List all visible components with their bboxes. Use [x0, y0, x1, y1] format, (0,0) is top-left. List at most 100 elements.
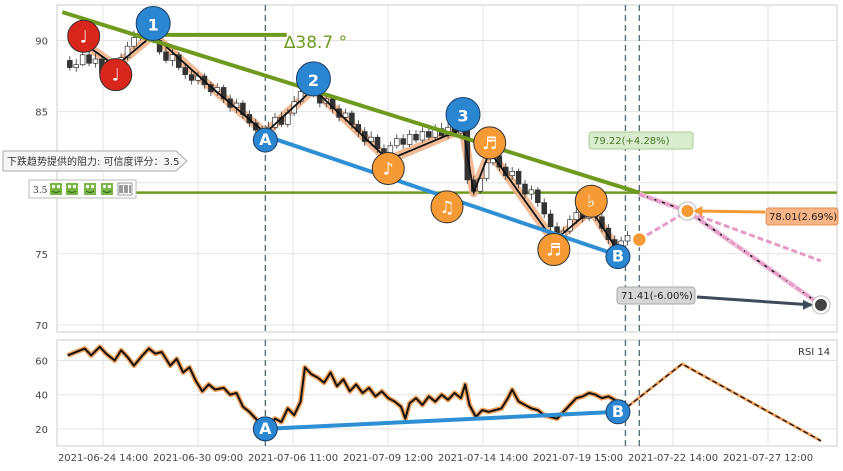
rsi-ab-label: A	[259, 419, 272, 438]
price-tick-label: 90	[35, 37, 48, 48]
frog-emoji-icon[interactable]	[84, 183, 96, 195]
wave-label: 3	[457, 106, 468, 125]
rsi-ab-marker: A	[252, 416, 278, 442]
rsi-ab-marker: B	[605, 399, 631, 425]
candle-body	[188, 74, 195, 81]
annotation-target-mid: 78.01(2.69%)	[765, 207, 839, 226]
annotation-target-high-text: 79.22(+4.28%)	[593, 136, 670, 147]
rsi-forecast	[626, 362, 822, 443]
info-box-text: 下跌趋势提供的阻力: 可信度评分：3.5	[7, 155, 179, 168]
rsi-label: RSI 14	[798, 347, 830, 358]
rsi-tick-label: 60	[35, 357, 48, 368]
frog-emoji-icon[interactable]	[66, 183, 78, 195]
note-circle	[430, 190, 464, 224]
annotation-target-mid-text: 78.01(2.69%)	[769, 212, 837, 223]
note-marker: ♫	[430, 190, 464, 224]
x-tick-label: 2021-07-06 11:00	[248, 453, 338, 464]
vertical-dashed-lines	[264, 5, 641, 332]
resistance-trend-line	[61, 10, 640, 195]
candle-body	[400, 138, 406, 145]
note-marker: ♪	[371, 152, 405, 185]
candle-body	[522, 183, 528, 195]
rsi-ab-circle	[605, 399, 631, 425]
candle-body	[509, 170, 515, 176]
candle-body	[547, 213, 554, 228]
rating-label: 3.5	[33, 186, 48, 196]
rsi-tick-label: 20	[35, 425, 48, 436]
arrow-head	[802, 299, 813, 310]
note-symbol: ♪	[383, 160, 394, 180]
rsi-support-trend-line	[265, 409, 619, 431]
info-box[interactable]: 下跌趋势提供的阻力: 可信度评分：3.5	[2, 150, 188, 172]
candle-body	[67, 60, 73, 68]
candle-body	[406, 134, 413, 145]
note-symbol: ♩	[112, 66, 120, 86]
note-marker: ♩	[99, 58, 133, 92]
candle-body	[624, 234, 631, 242]
rsi-panel	[56, 339, 838, 447]
rsi-ab-label: B	[612, 402, 624, 421]
annotation-target-low-text: 71.41(-6.00%)	[621, 291, 693, 302]
note-circle	[99, 58, 133, 92]
price-tick-label: 75	[35, 250, 48, 261]
price-tick-label: 70	[35, 321, 48, 332]
candle-body	[73, 64, 79, 68]
price-tick-label: 85	[35, 108, 48, 119]
wave-marker: 3	[445, 96, 481, 132]
annotation-target-low: 71.41(-6.00%)	[616, 286, 696, 305]
note-circle	[371, 152, 405, 185]
angle-label: ∆38.7 °	[283, 33, 347, 53]
annotation-target-high: 79.22(+4.28%)	[588, 131, 694, 150]
wave-marker: A	[252, 127, 278, 153]
candle-body	[573, 212, 580, 221]
arrow-target-low	[696, 295, 812, 307]
note-circle	[537, 233, 571, 267]
forecast-paths	[631, 191, 831, 315]
wave-label: 1	[148, 15, 159, 34]
rsi-forecast-glow	[626, 362, 822, 443]
wave-marker: 1	[135, 5, 171, 41]
wave-circle	[605, 244, 631, 270]
rsi-vertical-dashed-lines	[264, 340, 641, 446]
forecast-start-marker	[631, 231, 648, 248]
wave-circle	[295, 61, 331, 97]
wave-circle	[135, 5, 171, 41]
arrow-target-mid	[695, 209, 766, 214]
candle-body	[419, 131, 426, 141]
candle-body	[342, 112, 349, 118]
wave-label: 2	[308, 71, 319, 90]
x-tick-label: 2021-07-22 14:00	[628, 453, 718, 464]
note-marker: ♬	[537, 233, 571, 267]
forecast-target-dot	[814, 298, 827, 311]
barcode-icon[interactable]	[117, 182, 133, 196]
frog-emoji-icon[interactable]	[101, 183, 113, 195]
note-markers: ♩ ♩ ♪ ♫ ♬ ♬ ♭	[67, 19, 608, 267]
candle-body	[124, 45, 131, 58]
candle-body	[535, 189, 541, 203]
rating-toolbar[interactable]: 3.5	[28, 179, 137, 199]
rsi-gridlines	[57, 360, 837, 430]
frog-emoji-icon[interactable]	[50, 183, 62, 195]
forecast-target-dot	[681, 205, 694, 218]
candle-body	[483, 162, 490, 179]
note-symbol: ♬	[546, 241, 561, 261]
candle-body	[515, 170, 522, 185]
candle-body	[394, 138, 400, 147]
note-marker: ♬	[473, 126, 507, 160]
rsi-series	[66, 344, 629, 430]
rsi-tick-label: 40	[35, 391, 48, 402]
arrow-head	[693, 206, 703, 217]
candle-body	[528, 189, 535, 195]
wave-circle	[445, 96, 481, 132]
wave-markers: 1 A 2 3 B	[135, 5, 631, 270]
candle-body	[86, 54, 92, 64]
candle-body	[169, 54, 176, 61]
candle-body	[541, 202, 547, 215]
note-circle	[574, 184, 608, 218]
x-tick-label: 2021-07-09 12:00	[343, 453, 433, 464]
wave-label: B	[612, 247, 624, 266]
candle-body	[426, 131, 432, 138]
note-circle	[473, 126, 507, 160]
wave-label: A	[259, 130, 272, 149]
